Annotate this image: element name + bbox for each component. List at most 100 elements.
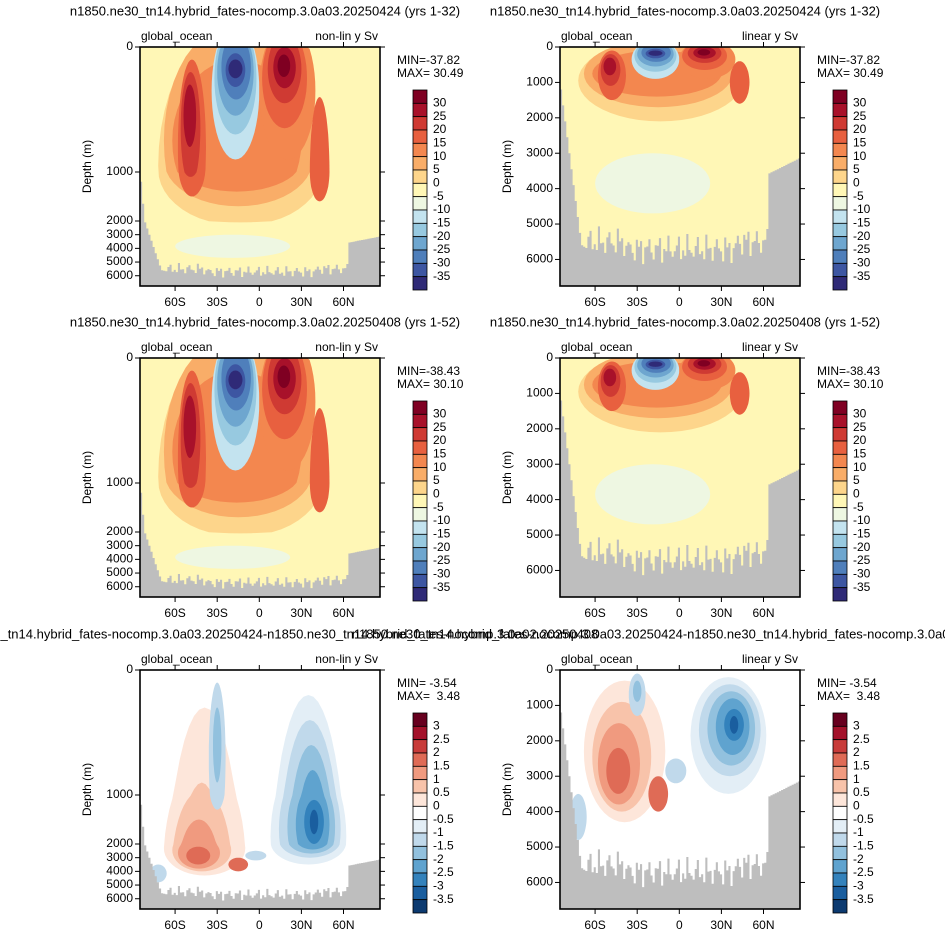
x-tick-label: 60S <box>584 918 605 932</box>
contour-region <box>648 50 663 56</box>
colorbar-label: -0.5 <box>433 812 454 826</box>
colorbar-label: -3 <box>853 879 864 893</box>
x-tick-label: 30N <box>710 606 732 620</box>
y-axis-label: Depth (m) <box>500 451 514 504</box>
colorbar-label: 10 <box>853 149 867 163</box>
colorbar-label: 5 <box>433 162 440 176</box>
colorbar-box <box>412 832 428 847</box>
colorbar-box <box>832 262 848 278</box>
land <box>560 400 800 597</box>
colorbar-label: 0 <box>433 487 440 501</box>
colorbar-label: -25 <box>433 242 451 256</box>
x-tick-label: 0 <box>256 918 263 932</box>
colorbar-box <box>412 805 428 821</box>
colorbar-label: 0 <box>853 799 860 813</box>
colorbar-box <box>832 236 848 251</box>
y-tick-label: 4000 <box>526 181 553 195</box>
contour-region <box>228 857 249 872</box>
colorbar-label: 5 <box>433 473 440 487</box>
colorbar-box <box>832 819 848 834</box>
colorbar-label: -15 <box>853 216 871 230</box>
y-tick-label: 6000 <box>526 563 553 577</box>
y-tick-label: 6000 <box>106 579 133 593</box>
colorbar-box <box>412 249 428 264</box>
plot-frame <box>139 46 381 287</box>
x-tick-label: 30N <box>710 295 732 309</box>
colorbar-label: -2 <box>433 852 444 866</box>
colorbar-box <box>412 899 428 914</box>
x-tick-label: 30N <box>290 295 312 309</box>
colorbar-label: -10 <box>853 513 871 527</box>
x-tick-label: 60N <box>333 295 355 309</box>
colorbar-box <box>832 725 848 741</box>
colorbar-box <box>832 467 848 482</box>
x-tick-label: 60N <box>753 918 775 932</box>
region-label: global_ocean <box>561 29 632 43</box>
colorbar-box <box>832 102 848 118</box>
colorbar-label: -2.5 <box>433 865 454 879</box>
x-tick-label: 60N <box>333 918 355 932</box>
colorbar-box <box>412 725 428 741</box>
colorbar-label: 25 <box>853 109 867 123</box>
colorbar-box <box>832 779 848 794</box>
colorbar-box <box>832 222 848 238</box>
colorbar-box <box>832 832 848 847</box>
colorbar-label: 15 <box>433 447 447 461</box>
contour-region <box>309 809 319 835</box>
contour-region <box>183 84 197 147</box>
colorbar-label: 30 <box>853 407 867 421</box>
y-tick-label: 2000 <box>526 110 553 124</box>
colorbar-box <box>832 453 848 469</box>
x-tick-label: 30S <box>627 295 648 309</box>
colorbar-box <box>412 89 428 104</box>
contour-region <box>186 846 211 865</box>
colorbar-label: -25 <box>853 242 871 256</box>
x-tick-label: 60N <box>753 606 775 620</box>
panel-title: n1850.ne30_tn14.hybrid_fates-nocomp.3.0a… <box>0 626 598 641</box>
colorbar-box <box>412 885 428 901</box>
colorbar-label: -35 <box>853 580 871 594</box>
colorbar-box <box>412 560 428 575</box>
panel: n1850.ne30_tn14.hybrid_fates-nocomp.3.0a… <box>352 626 945 932</box>
colorbar-label: -3.5 <box>433 892 454 906</box>
colorbar-box <box>412 209 428 224</box>
colorbar-box <box>412 413 428 429</box>
min-label: MIN=-38.43 <box>817 364 880 378</box>
colorbar-box <box>832 752 848 767</box>
y-tick-label: 0 <box>546 662 553 676</box>
colorbar-box <box>412 236 428 251</box>
y-tick-label: 6000 <box>106 268 133 282</box>
colorbar-label: 2 <box>853 745 860 759</box>
y-axis-label: Depth (m) <box>500 763 514 816</box>
land <box>140 492 380 597</box>
colorbar-label: -30 <box>853 256 871 270</box>
y-axis-label: Depth (m) <box>80 763 94 816</box>
colorbar-label: 1.5 <box>433 759 450 773</box>
colorbar-box <box>412 480 428 495</box>
y-tick-label: 0 <box>126 350 133 364</box>
colorbar-box <box>412 587 428 602</box>
colorbar-label: 2 <box>433 745 440 759</box>
colorbar-label: -5 <box>853 500 864 514</box>
colorbar-label: 0 <box>853 176 860 190</box>
colorbar-label: 10 <box>433 460 447 474</box>
colorbar-label: -10 <box>853 202 871 216</box>
colorbar-box <box>832 859 848 874</box>
max-label: MAX= 30.10 <box>397 377 464 391</box>
y-tick-label: 5000 <box>526 216 553 230</box>
colorbar-box <box>412 752 428 767</box>
y-tick-label: 5000 <box>526 527 553 541</box>
scale-label: linear y Sv <box>742 29 798 43</box>
colorbar-box <box>832 89 848 104</box>
colorbar-box <box>832 400 848 415</box>
y-tick-label: 2000 <box>106 836 133 850</box>
colorbar-box <box>412 520 428 535</box>
colorbar-label: -35 <box>853 269 871 283</box>
colorbar-box <box>412 507 428 522</box>
colorbar-box <box>412 222 428 238</box>
colorbar-box <box>412 467 428 482</box>
plot-frame <box>559 669 801 910</box>
colorbar-box <box>832 739 848 754</box>
y-tick-label: 4000 <box>106 241 133 255</box>
colorbar-box <box>832 520 848 535</box>
